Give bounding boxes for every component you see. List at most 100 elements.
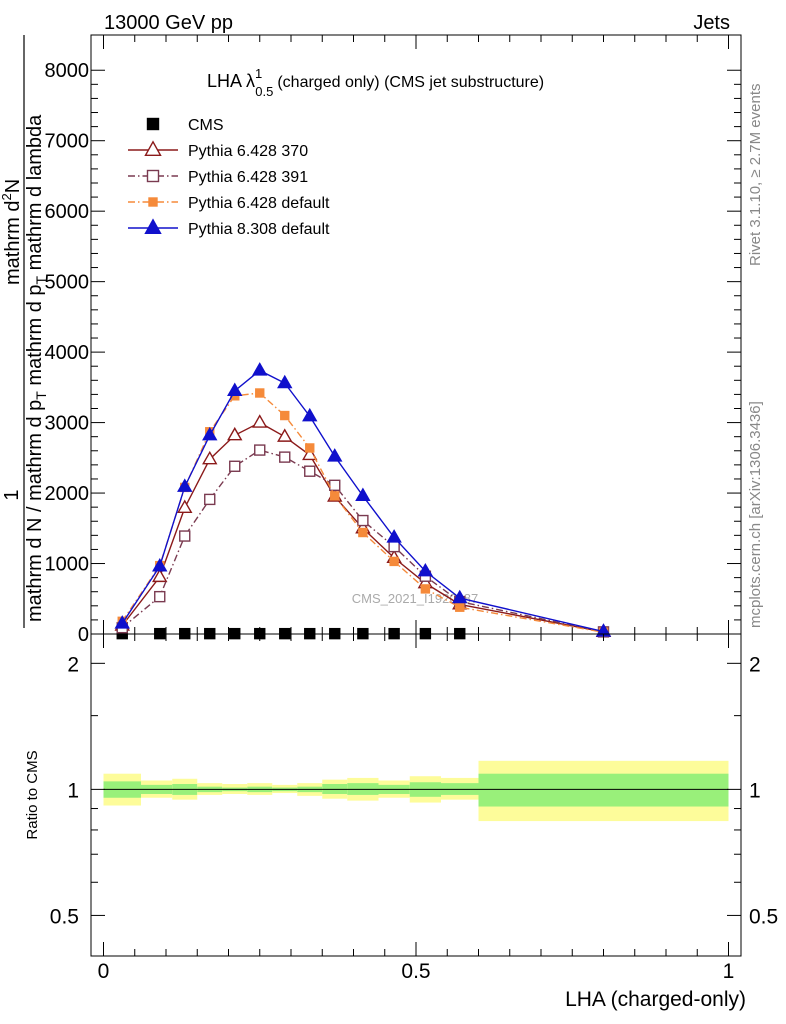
legend-label: CMS — [188, 117, 224, 134]
series-line — [121, 449, 604, 633]
plot-title: LHA λ1 0.5 (charged only) (CMS jet substru… — [207, 66, 544, 99]
ratio-y-tick-label-right: 0.5 — [749, 905, 778, 928]
x-tick-label: 0 — [98, 960, 110, 983]
mcplots-label: mcplots.cern.ch [arXiv:1306.3436] — [747, 401, 764, 628]
main-y-ticks: 0 1000 2000 3000 4000 5000 6000 7000 8000 — [45, 60, 741, 646]
data-point — [302, 446, 318, 461]
data-point — [227, 426, 243, 441]
data-point — [229, 460, 241, 472]
data-point — [254, 444, 266, 456]
data-point — [152, 558, 168, 572]
data-point — [152, 568, 168, 583]
ratio-bands — [103, 760, 729, 822]
rivet-label: Rivet 3.1.10, ≥ 2.7M events — [747, 84, 764, 267]
data-point — [227, 382, 243, 397]
legend-marker — [144, 218, 162, 234]
legend-label: Pythia 6.428 370 — [188, 143, 308, 160]
data-point — [357, 514, 369, 527]
legend-marker — [144, 140, 162, 156]
data-point — [388, 540, 400, 553]
data-point — [252, 414, 268, 428]
legend-entry-2: Pythia 6.428 391 — [128, 169, 308, 186]
data-point — [417, 562, 434, 577]
y-label-numerator: 1 — [1, 489, 23, 500]
data-point — [329, 479, 341, 492]
data-point — [302, 407, 318, 422]
legend-entry-1: Pythia 6.428 370 — [128, 140, 308, 160]
ratio-y-tick-label-right: 2 — [749, 653, 761, 676]
data-point — [114, 615, 130, 629]
legend-marker — [148, 197, 158, 207]
y-tick-label: 3000 — [45, 413, 90, 435]
data-point — [154, 590, 166, 603]
x-tick-label: 0.5 — [401, 960, 430, 983]
data-point — [277, 428, 293, 442]
data-point — [304, 465, 316, 477]
data-point — [202, 450, 218, 465]
analysis-watermark: CMS_2021_I1920187 — [352, 591, 479, 606]
main-plot-panel: 0 1000 2000 3000 4000 5000 6000 7000 8000 CMS_20… — [0, 34, 742, 646]
y-label-upper: mathrm d2N — [0, 179, 24, 285]
data-point — [204, 493, 216, 506]
data-point — [355, 487, 371, 502]
data-point — [389, 556, 399, 567]
data-point — [255, 388, 265, 398]
legend-marker — [146, 169, 160, 183]
y-tick-label: 7000 — [45, 131, 90, 153]
ratio-y-tick-label: 1 — [67, 779, 79, 802]
ratio-y-ticks: 0.5 0.5 1 1 2 2 — [50, 653, 778, 928]
y-tick-label: 6000 — [45, 201, 90, 223]
ratio-y-tick-label: 2 — [67, 653, 79, 676]
legend-entry-0: CMS — [146, 117, 224, 134]
legend-entry-3: Pythia 6.428 default — [128, 195, 330, 212]
data-point — [177, 478, 193, 492]
ratio-y-label: Ratio to CMS — [24, 750, 41, 839]
y-tick-label: 1000 — [45, 554, 90, 576]
legend-entry-4: Pythia 8.308 default — [128, 218, 330, 238]
y-tick-label: 0 — [78, 624, 89, 646]
header-right: Jets — [693, 12, 730, 34]
data-point — [277, 374, 293, 389]
data-point — [330, 491, 340, 501]
data-point — [358, 527, 368, 538]
data-point — [280, 410, 290, 421]
plot-title-sub: 0.5 — [255, 84, 273, 99]
x-tick-label: 1 — [723, 960, 735, 983]
series-line — [121, 369, 604, 633]
legend-label: Pythia 6.428 default — [188, 195, 330, 212]
data-point — [177, 499, 193, 514]
data-point — [179, 530, 191, 542]
header-left: 13000 GeV pp — [104, 12, 233, 34]
legend-marker — [146, 117, 160, 131]
data-point — [279, 451, 291, 463]
data-point — [252, 362, 268, 376]
data-point — [202, 426, 218, 441]
series-4 — [114, 362, 612, 637]
ratio-y-tick-label-right: 1 — [749, 779, 761, 802]
data-point — [455, 602, 465, 612]
main-x-ticks — [103, 35, 729, 634]
data-point — [452, 589, 468, 604]
ratio-x-ticks: 0 0.5 1 — [98, 634, 735, 983]
y-tick-label: 2000 — [45, 483, 90, 505]
x-axis-label: LHA (charged-only) — [565, 988, 746, 1011]
y-label-denominator: mathrm d N / mathrm d pT mathrm d pT mat… — [24, 114, 49, 622]
legend: CMS Pythia 6.428 370 Pythia 6.428 391 Pythi… — [128, 117, 330, 238]
plot-title-sup: 1 — [255, 66, 262, 81]
plot-title-main: LHA λ — [207, 71, 255, 91]
data-point — [327, 448, 343, 462]
y-tick-label: 5000 — [45, 272, 90, 294]
inner-band — [478, 773, 729, 807]
ratio-y-tick-label: 0.5 — [50, 905, 79, 928]
legend-label: Pythia 6.428 391 — [188, 169, 308, 186]
main-y-label: 1 mathrm d N / mathrm d pT mathrm d pT m… — [0, 35, 49, 628]
ratio-panel: 0.5 0.51 12 2 0 0.5 1 Ratio to CMS LHA (charg… — [24, 633, 778, 1011]
plot-title-rest: (charged only) (CMS jet substructure) — [277, 74, 544, 91]
legend-label: Pythia 8.308 default — [188, 221, 330, 238]
y-tick-label: 8000 — [45, 60, 90, 82]
data-point — [386, 529, 402, 543]
data-point — [305, 443, 315, 453]
y-tick-label: 4000 — [45, 342, 90, 364]
data-point — [420, 584, 431, 594]
